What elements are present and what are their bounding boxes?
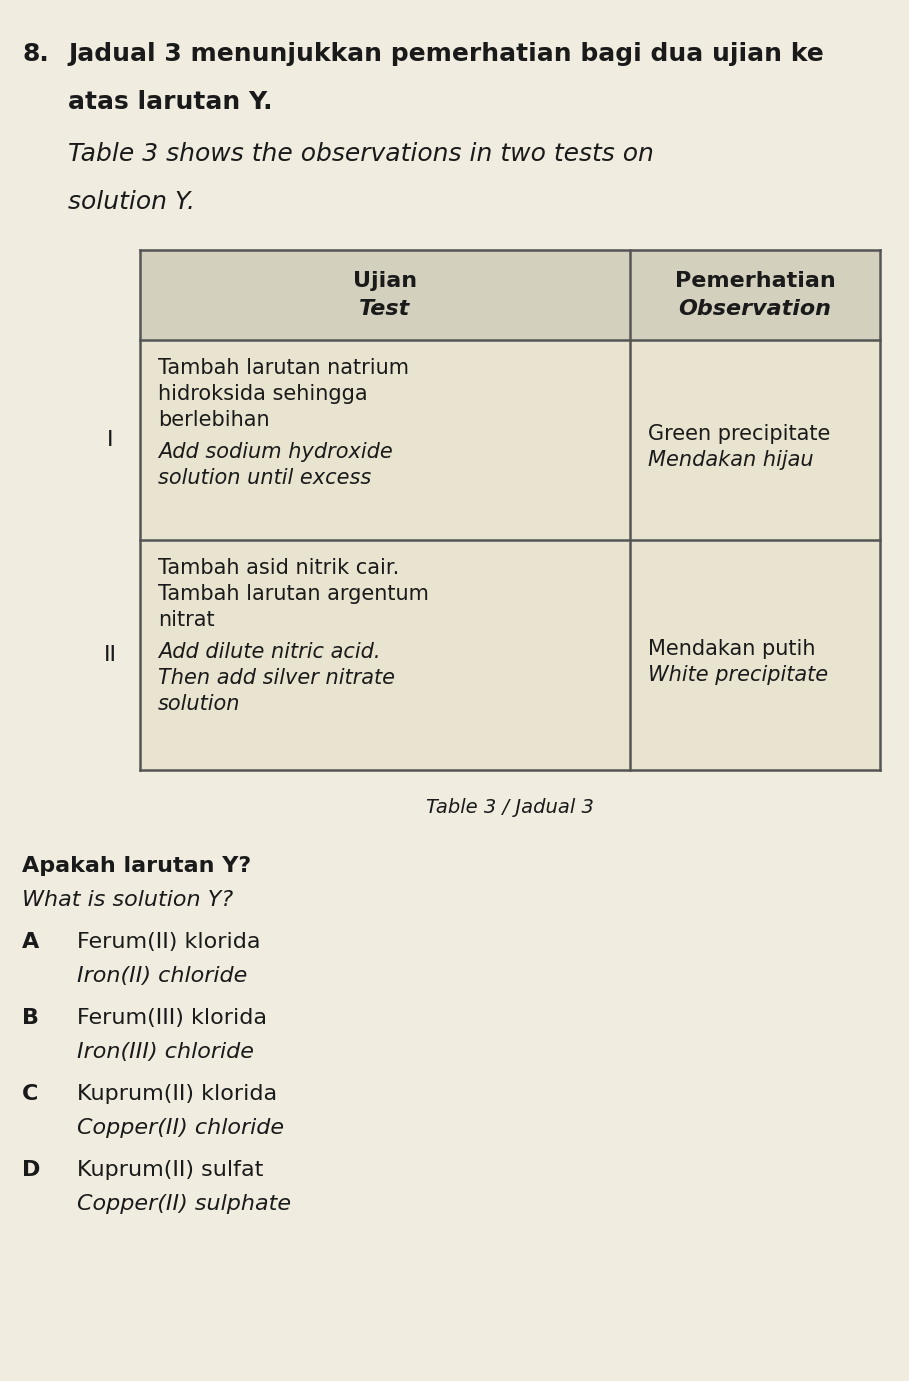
Text: Table 3 / Jadual 3: Table 3 / Jadual 3 [426,798,594,818]
Text: Jadual 3 menunjukkan pemerhatian bagi dua ujian ke: Jadual 3 menunjukkan pemerhatian bagi du… [68,41,824,66]
Text: Kuprum(II) klorida: Kuprum(II) klorida [77,1084,277,1103]
Text: Copper(II) sulphate: Copper(II) sulphate [77,1195,291,1214]
Text: B: B [22,1008,39,1027]
Text: Mendakan hijau: Mendakan hijau [648,450,814,470]
Bar [140,340,880,540]
Text: Tambah larutan natrium: Tambah larutan natrium [158,358,409,378]
Text: hidroksida sehingga: hidroksida sehingga [158,384,367,405]
Text: Pemerhatian: Pemerhatian [674,271,835,291]
Text: White precipitate: White precipitate [648,666,828,685]
Text: Kuprum(II) sulfat: Kuprum(II) sulfat [77,1160,264,1179]
Text: Ujian: Ujian [353,271,417,291]
Text: solution until excess: solution until excess [158,468,371,487]
Text: A: A [22,932,39,952]
Text: Then add silver nitrate: Then add silver nitrate [158,668,395,688]
Text: 8.: 8. [22,41,49,66]
Text: I: I [106,429,114,450]
Text: Tambah larutan argentum: Tambah larutan argentum [158,584,429,603]
Text: Copper(II) chloride: Copper(II) chloride [77,1119,285,1138]
Text: Mendakan putih: Mendakan putih [648,639,815,659]
Bar [140,250,880,340]
Text: berlebihan: berlebihan [158,410,270,429]
Text: Tambah asid nitrik cair.: Tambah asid nitrik cair. [158,558,399,579]
Text: Test: Test [359,300,411,319]
Text: Table 3 shows the observations in two tests on: Table 3 shows the observations in two te… [68,142,654,166]
Text: solution: solution [158,695,241,714]
Text: Iron(III) chloride: Iron(III) chloride [77,1043,254,1062]
Bar [140,540,880,771]
Text: C: C [22,1084,38,1103]
Text: nitrat: nitrat [158,610,215,630]
Text: Add dilute nitric acid.: Add dilute nitric acid. [158,642,381,661]
Text: Add sodium hydroxide: Add sodium hydroxide [158,442,393,463]
Text: Iron(II) chloride: Iron(II) chloride [77,965,247,986]
Text: atas larutan Y.: atas larutan Y. [68,90,273,115]
Text: solution Y.: solution Y. [68,191,195,214]
Text: Ferum(III) klorida: Ferum(III) klorida [77,1008,267,1027]
Text: II: II [104,645,116,666]
Text: Ferum(II) klorida: Ferum(II) klorida [77,932,261,952]
Text: What is solution Y?: What is solution Y? [22,889,233,910]
Text: Apakah larutan Y?: Apakah larutan Y? [22,856,251,876]
Text: Observation: Observation [678,300,832,319]
Text: D: D [22,1160,40,1179]
Text: Green precipitate: Green precipitate [648,424,831,445]
